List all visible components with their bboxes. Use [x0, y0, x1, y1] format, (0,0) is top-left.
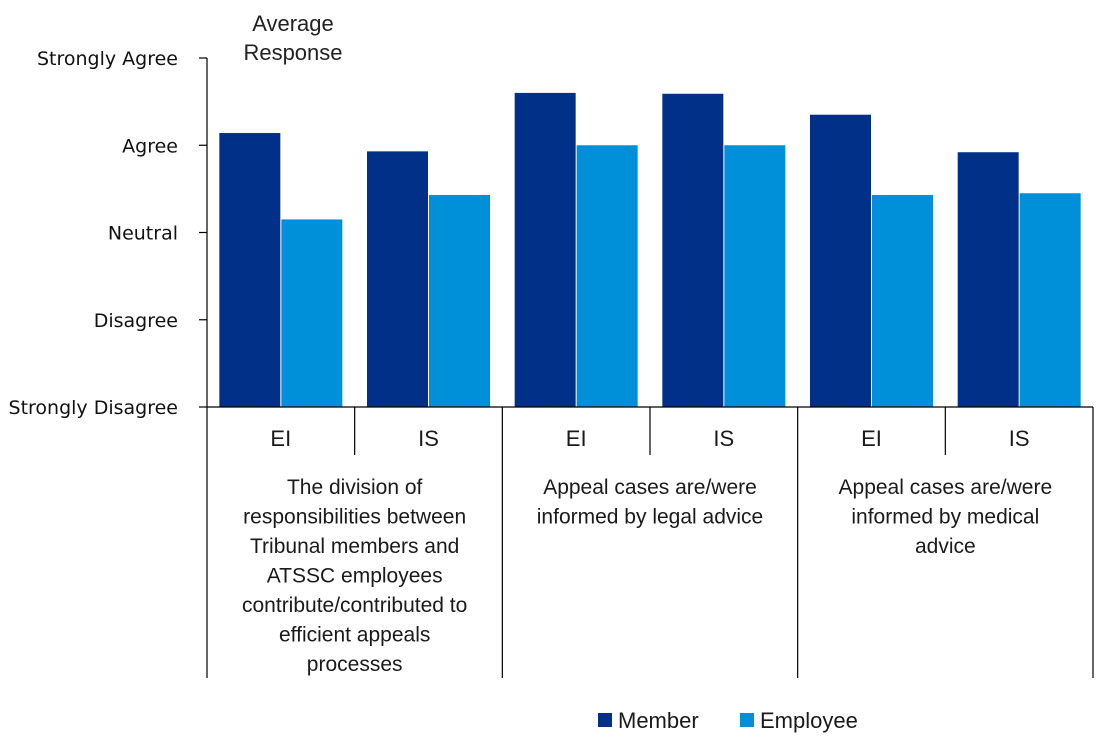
x-group-label-line: efficient appeals	[279, 624, 430, 647]
bar-member	[367, 151, 428, 407]
chart-title-line: Average	[252, 11, 334, 36]
bar-member	[219, 133, 281, 407]
x-group-label-line: Tribunal members and	[250, 535, 459, 558]
legend-item-employee: Employee	[740, 708, 858, 733]
bars	[219, 92, 1081, 408]
bar-employee	[1019, 193, 1081, 407]
x-subcategory-label: EI	[861, 426, 882, 451]
y-axis: Strongly Disagree Disagree Neutral Agree Str…	[9, 48, 208, 419]
bar-employee	[429, 194, 490, 407]
x-group-label-line: advice	[915, 535, 976, 558]
legend-label: Employee	[760, 708, 858, 733]
bar-member	[514, 92, 576, 408]
y-tick-label: Strongly Agree	[37, 48, 178, 70]
bar-employee	[872, 194, 933, 407]
legend-item-member: Member	[598, 708, 699, 733]
bar-employee	[576, 145, 638, 407]
bar-employee	[724, 145, 786, 407]
chart-title-text: Average Response	[243, 11, 342, 65]
x-group-label-line: Appeal cases are/were	[543, 476, 757, 499]
x-group-label: The division of responsibilities between T…	[242, 476, 467, 676]
x-group-label: Appeal cases are/were informed by legal a…	[537, 476, 763, 529]
x-subcategory-label: EI	[270, 426, 291, 451]
x-axis: EI IS EI IS EI IS The division of responsibilit…	[206, 406, 1094, 678]
x-group-label-line: informed by medical	[851, 506, 1039, 529]
y-tick-label: Neutral	[108, 223, 178, 245]
x-group-label-line: ATSSC employees	[267, 565, 443, 588]
y-tick-label: Strongly Disagree	[9, 397, 178, 419]
legend: Member Employee	[598, 708, 858, 733]
x-group-label-line: The division of	[287, 476, 423, 499]
bar-member	[810, 114, 871, 408]
x-group-label-line: Appeal cases are/were	[839, 476, 1053, 499]
legend-swatch-member	[598, 713, 612, 727]
x-subcategory-label: EI	[566, 426, 587, 451]
y-tick-label: Agree	[122, 135, 178, 157]
chart-title: Average Response	[243, 11, 342, 65]
x-group-label-line: informed by legal advice	[537, 506, 763, 529]
chart-title-line: Response	[243, 40, 342, 65]
bar-member	[662, 93, 724, 408]
x-group-label-line: processes	[307, 653, 403, 676]
legend-swatch-employee	[740, 713, 754, 727]
legend-label: Member	[618, 708, 699, 733]
x-group-label: Appeal cases are/were informed by medical…	[839, 476, 1053, 558]
x-subcategory-label: IS	[418, 426, 439, 451]
x-group-label-line: responsibilities between	[243, 506, 466, 529]
y-tick-label: Disagree	[94, 310, 178, 332]
x-group-label-line: contribute/contributed to	[242, 594, 467, 617]
bar-employee	[281, 219, 343, 407]
x-subcategory-label: IS	[1009, 426, 1030, 451]
x-subcategory-label: IS	[713, 426, 734, 451]
bar-member	[957, 152, 1019, 407]
